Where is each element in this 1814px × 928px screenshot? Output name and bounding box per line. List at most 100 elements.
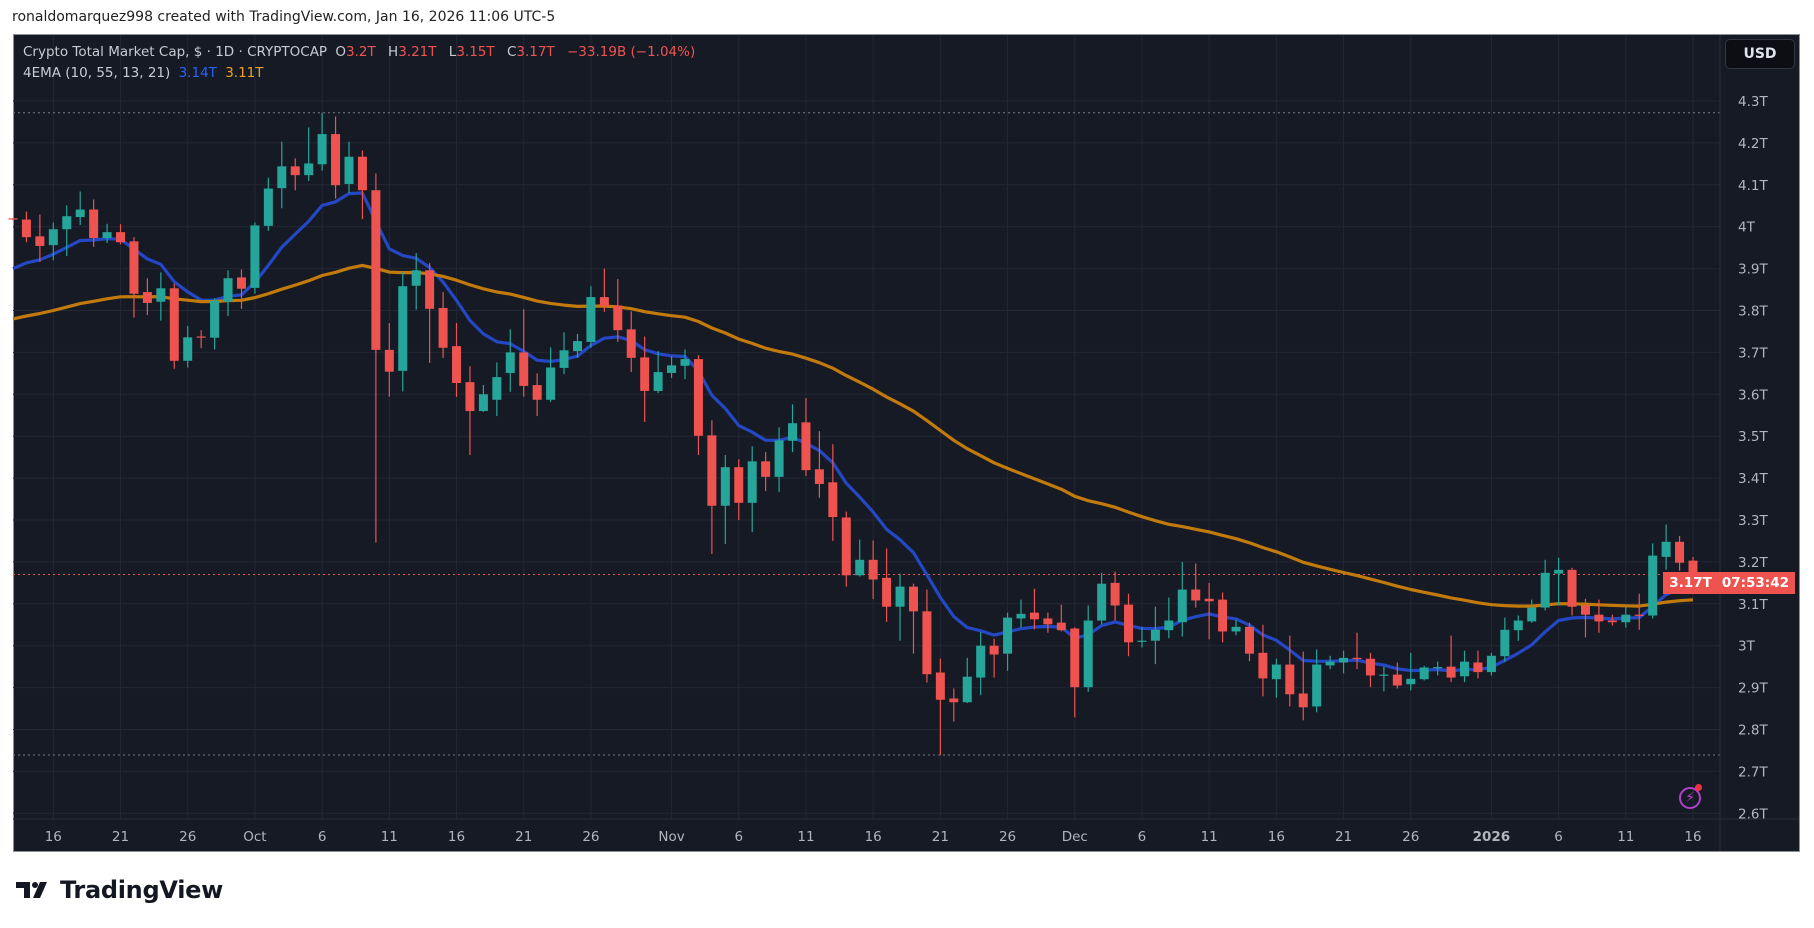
tradingview-logo[interactable]: TradingView (16, 876, 223, 904)
x-tick-label: Dec (1062, 829, 1088, 845)
legend-change: −33.19B (−1.04%) (566, 44, 696, 60)
candle-body (1070, 628, 1080, 688)
candle-body (546, 367, 556, 400)
legend-low-value: 3.15T (456, 44, 495, 60)
candle-body (1621, 614, 1631, 623)
candle (1110, 571, 1120, 621)
candle-body (1312, 664, 1322, 707)
tradingview-logo-icon (16, 882, 47, 898)
y-tick-label: 3.9T (1738, 262, 1768, 278)
candle-body (1056, 622, 1066, 631)
candle (613, 279, 623, 342)
candle (1150, 606, 1160, 665)
candle (142, 278, 152, 316)
candle (250, 222, 260, 294)
candle (895, 573, 905, 641)
candle (1513, 615, 1523, 641)
candle (1137, 626, 1147, 648)
candle (344, 141, 354, 194)
candle (1177, 561, 1187, 637)
candle-body (1500, 629, 1510, 657)
candle (519, 309, 529, 397)
candle-body (1513, 620, 1523, 631)
ema-fast-value: 3.14T (178, 65, 217, 81)
candle (398, 271, 408, 392)
candle (196, 330, 206, 349)
candle (801, 398, 811, 477)
candle-body (223, 278, 233, 302)
candle (1244, 622, 1254, 662)
legend-ohlc: Crypto Total Market Cap, $ · 1D · CRYPTO… (23, 44, 699, 60)
y-tick-label: 2.9T (1738, 681, 1768, 697)
legend-indicator[interactable]: 4EMA (10, 55, 13, 21) 3.14T 3.11T (23, 65, 268, 81)
candle-body (828, 482, 838, 518)
candle (290, 158, 300, 191)
candle (1567, 567, 1577, 616)
candle-body (1043, 618, 1053, 625)
candle-body (1406, 678, 1416, 685)
candle-body (169, 288, 179, 361)
candle (532, 373, 542, 417)
axes: 4.3T 4.2T 4.1T 4T 3.9T 3.8T 3.7T 3.6T 3.5T 3.4T 3.… (13, 35, 1799, 851)
x-tick-label: 11 (1201, 829, 1218, 845)
candle (962, 657, 972, 704)
candle (1258, 624, 1268, 697)
x-tick-label: 6 (318, 829, 327, 845)
chart-credit: ronaldomarquez998 created with TradingVi… (12, 9, 556, 25)
candle (505, 329, 515, 392)
indicator-name: 4EMA (10, 55, 13, 21) (23, 65, 171, 81)
candle (411, 253, 421, 310)
candle (465, 366, 475, 456)
candle-body (1191, 589, 1201, 601)
candle-body (922, 611, 932, 675)
candle-body (62, 216, 72, 230)
candle-body (1325, 661, 1335, 666)
candle (1446, 635, 1456, 683)
candle (1648, 543, 1658, 619)
candle-body (277, 166, 287, 189)
candle-body (626, 329, 636, 358)
candle-body (1460, 661, 1470, 677)
candle (868, 540, 878, 600)
candle (1191, 563, 1201, 608)
ema-lines (12, 191, 1694, 673)
candle-body (1446, 666, 1456, 678)
candle (1594, 599, 1604, 633)
x-tick-label: 21 (515, 829, 532, 845)
x-tick-label: 6 (734, 829, 743, 845)
candle-body (935, 672, 945, 700)
x-tick-label: 21 (1335, 829, 1352, 845)
candle-body (1567, 569, 1577, 607)
last-price-value: 3.17T (1669, 575, 1712, 591)
y-tick-label: 4.1T (1738, 178, 1768, 194)
candle (129, 237, 139, 318)
currency-button[interactable]: USD (1725, 39, 1795, 69)
candle-body (1473, 662, 1483, 673)
candle (599, 268, 609, 312)
candle-body (263, 188, 273, 226)
candle (653, 351, 663, 394)
candle (1392, 662, 1402, 689)
candle-body (1648, 555, 1658, 616)
grid (13, 35, 1720, 819)
candle (908, 583, 918, 654)
candle (546, 347, 556, 402)
candle (949, 688, 959, 722)
candle (1634, 593, 1644, 630)
candle (357, 150, 367, 220)
candle-body (465, 382, 475, 412)
candle-body (290, 166, 300, 176)
lightning-icon[interactable]: ⚡︎ (1679, 787, 1701, 809)
y-tick-label: 3.4T (1738, 471, 1768, 487)
candle (304, 127, 314, 182)
candle-body (653, 372, 663, 391)
candle (1231, 619, 1241, 636)
legend-open-value: 3.2T (346, 44, 376, 60)
candle-body (855, 559, 865, 576)
candle-body (344, 156, 354, 184)
x-tick-label: Oct (243, 829, 266, 845)
candle-body (613, 305, 623, 331)
y-tick-label: 3.1T (1738, 597, 1768, 613)
candle-body (1298, 693, 1308, 708)
